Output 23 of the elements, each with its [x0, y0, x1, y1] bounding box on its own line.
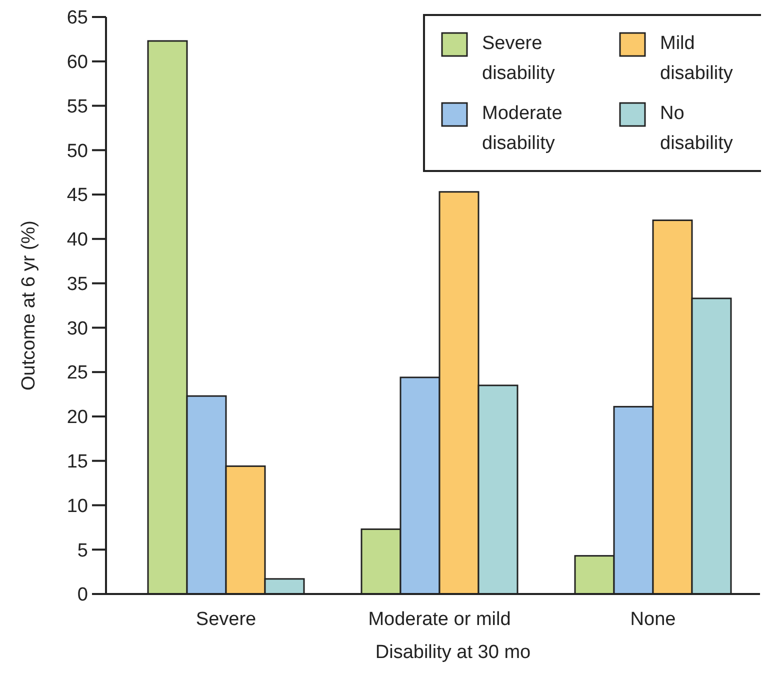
x-tick-label: None: [630, 609, 676, 630]
y-tick-label: 40: [66, 230, 88, 251]
y-tick-label: 30: [66, 318, 88, 340]
legend-label: Severe disability: [482, 33, 556, 84]
y-tick-label: 15: [66, 451, 88, 472]
legend-label: No disability: [660, 103, 734, 154]
x-tick-label: Severe: [196, 609, 256, 630]
y-tick-label: 10: [66, 496, 88, 517]
y-tick-label: 65: [66, 8, 88, 29]
y-tick-label: 55: [66, 96, 88, 118]
x-tick-label: Moderate or mild: [368, 609, 511, 630]
y-tick-label: 60: [66, 52, 88, 74]
y-tick-label: 0: [77, 584, 88, 606]
y-tick-label: 35: [66, 274, 88, 295]
y-tick-label: 20: [66, 407, 88, 428]
y-tick-label: 45: [66, 185, 88, 206]
x-axis-title: Disability at 30 mo: [375, 642, 531, 663]
legend-label: Moderate disability: [482, 103, 562, 154]
y-tick-label: 25: [66, 362, 88, 384]
y-tick-label: 50: [66, 140, 88, 162]
y-axis-title: Outcome at 6 yr (%): [18, 220, 40, 390]
y-tick-label: 5: [77, 540, 88, 562]
legend-label: Mild disability: [660, 33, 734, 84]
